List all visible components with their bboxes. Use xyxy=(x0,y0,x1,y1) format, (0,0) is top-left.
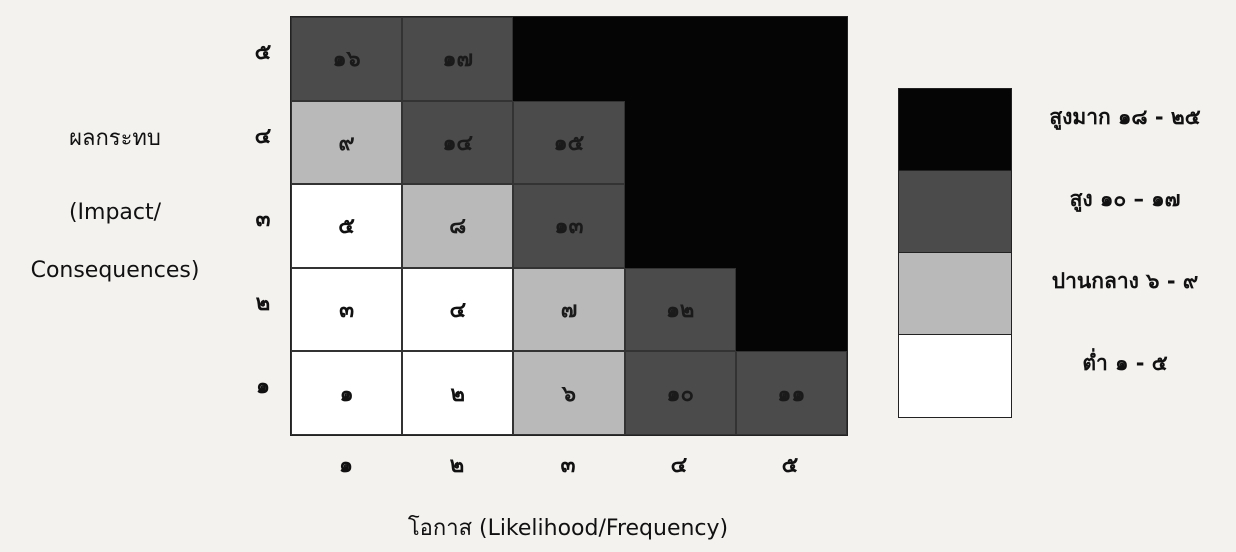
y-axis-label-line-3: Consequences) xyxy=(30,258,200,283)
matrix-cell xyxy=(513,17,625,101)
x-tick-3: ๓ xyxy=(560,453,576,478)
matrix-cell xyxy=(624,184,736,268)
matrix-cell: ๑๓ xyxy=(513,184,625,268)
matrix-cell xyxy=(735,184,847,268)
matrix-cell xyxy=(624,100,736,185)
legend-label-medium: ปานกลาง ๖ - ๙ xyxy=(1051,269,1199,293)
matrix-cell xyxy=(735,100,847,185)
matrix-cell: ๓ xyxy=(291,267,403,352)
matrix-cell xyxy=(735,267,847,352)
matrix-cell: ๑๕ xyxy=(513,100,625,185)
legend-label-high: สูง ๑๐ – ๑๗ xyxy=(1069,187,1181,211)
matrix-cell xyxy=(624,17,736,101)
legend xyxy=(898,88,1012,418)
y-axis-label-line-2: (Impact/ xyxy=(68,200,162,225)
matrix-cell: ๑๑ xyxy=(735,351,847,435)
matrix-cell: ๘ xyxy=(402,184,514,268)
y-tick-5: ๕ xyxy=(254,40,272,65)
matrix-cell: ๑๐ xyxy=(624,351,736,435)
matrix-cell: ๑๗ xyxy=(402,17,514,101)
matrix-cell: ๑๔ xyxy=(402,100,514,185)
x-tick-1: ๑ xyxy=(339,453,353,478)
matrix-cell: ๔ xyxy=(402,267,514,352)
x-tick-5: ๕ xyxy=(781,453,799,478)
y-tick-1: ๑ xyxy=(256,374,270,399)
legend-swatch-high xyxy=(899,171,1011,253)
x-tick-4: ๔ xyxy=(670,453,688,478)
matrix-cell xyxy=(735,17,847,101)
y-tick-3: ๓ xyxy=(255,207,271,232)
x-axis-label: โอกาส (Likelihood/Frequency) xyxy=(407,516,729,541)
matrix-cell: ๑๖ xyxy=(291,17,403,101)
legend-label-very-high: สูงมาก ๑๘ - ๒๕ xyxy=(1049,105,1201,129)
risk-matrix: ๑๖ ๑๗๙๑๔ ๑๕๕๘๑๓๓๔๗๑๒๑๒๖๑๐ ๑๑ xyxy=(290,16,848,436)
legend-swatch-very-high xyxy=(899,89,1011,171)
y-axis-label-line-1: ผลกระทบ xyxy=(69,126,161,151)
matrix-cell: ๕ xyxy=(291,184,403,268)
matrix-cell: ๖ xyxy=(513,351,625,435)
matrix-cell: ๑ xyxy=(291,351,403,435)
y-tick-4: ๔ xyxy=(254,124,272,149)
x-tick-2: ๒ xyxy=(449,453,465,478)
matrix-cell: ๑๒ xyxy=(624,267,736,352)
legend-swatch-low xyxy=(899,335,1011,417)
legend-swatch-medium xyxy=(899,253,1011,335)
y-tick-2: ๒ xyxy=(255,291,271,316)
matrix-cell: ๗ xyxy=(513,267,625,352)
matrix-cell: ๒ xyxy=(402,351,514,435)
matrix-cell: ๙ xyxy=(291,100,403,185)
legend-label-low: ต่ำ ๑ - ๕ xyxy=(1082,351,1168,375)
